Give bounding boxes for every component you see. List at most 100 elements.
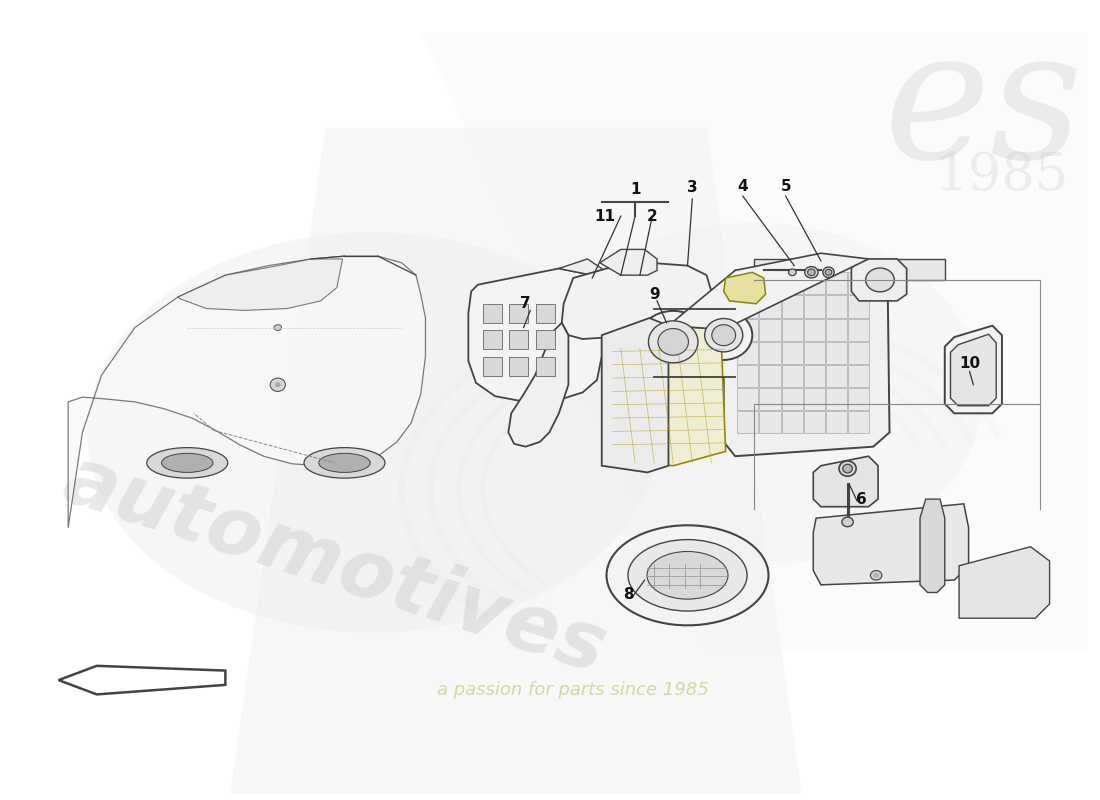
Text: 8: 8 [623, 587, 634, 602]
Polygon shape [58, 666, 226, 694]
Ellipse shape [825, 270, 832, 275]
Bar [509, 357, 528, 376]
Bar [781, 318, 803, 341]
Polygon shape [230, 127, 802, 794]
Bar [509, 304, 528, 323]
Bar [848, 388, 869, 410]
Bar [804, 365, 825, 387]
Ellipse shape [638, 311, 708, 373]
Bar [826, 388, 847, 410]
Text: 2: 2 [647, 209, 658, 223]
Bar [804, 388, 825, 410]
Ellipse shape [87, 232, 659, 633]
Ellipse shape [843, 464, 852, 473]
Text: 4: 4 [737, 179, 748, 194]
Ellipse shape [695, 310, 752, 360]
Ellipse shape [789, 269, 796, 276]
Bar [848, 342, 869, 364]
Bar [781, 388, 803, 410]
Bar [759, 318, 781, 341]
Text: 10: 10 [959, 356, 980, 371]
Bar [737, 318, 758, 341]
Bar [536, 357, 556, 376]
Polygon shape [612, 326, 726, 466]
Text: es: es [883, 20, 1082, 197]
Bar [848, 272, 869, 294]
Ellipse shape [275, 382, 280, 387]
Ellipse shape [526, 222, 983, 566]
Text: a passion for parts since 1985: a passion for parts since 1985 [437, 681, 710, 698]
Polygon shape [813, 456, 878, 506]
Ellipse shape [842, 517, 854, 526]
Ellipse shape [319, 454, 371, 473]
Ellipse shape [146, 448, 228, 478]
Bar [848, 295, 869, 318]
Text: 11: 11 [594, 209, 615, 223]
Bar [737, 365, 758, 387]
Polygon shape [920, 499, 945, 593]
Bar [737, 342, 758, 364]
Bar [804, 318, 825, 341]
Text: 3: 3 [688, 180, 697, 195]
Bar [759, 342, 781, 364]
Bar [804, 272, 825, 294]
Polygon shape [950, 334, 997, 406]
Polygon shape [813, 504, 969, 585]
Bar [759, 272, 781, 294]
Ellipse shape [829, 266, 840, 275]
Ellipse shape [271, 378, 285, 391]
Bar [826, 272, 847, 294]
Polygon shape [669, 254, 869, 330]
Polygon shape [559, 259, 602, 291]
Bar [759, 295, 781, 318]
Ellipse shape [873, 573, 879, 578]
Text: 7: 7 [520, 296, 531, 311]
Ellipse shape [805, 266, 818, 278]
Text: 1985: 1985 [935, 150, 1069, 201]
Ellipse shape [866, 268, 894, 292]
Ellipse shape [628, 539, 747, 611]
Polygon shape [68, 256, 426, 528]
Bar [826, 342, 847, 364]
Polygon shape [945, 326, 1002, 414]
Ellipse shape [647, 551, 728, 599]
Text: 1: 1 [630, 182, 640, 197]
Bar [781, 365, 803, 387]
Ellipse shape [823, 267, 834, 278]
Bar [536, 304, 556, 323]
Bar [737, 411, 758, 434]
Ellipse shape [712, 325, 736, 346]
Bar [781, 295, 803, 318]
Bar [737, 295, 758, 318]
Ellipse shape [648, 321, 698, 363]
Bar [804, 295, 825, 318]
Polygon shape [178, 259, 342, 310]
Text: 9: 9 [649, 286, 660, 302]
Ellipse shape [274, 325, 282, 330]
Polygon shape [562, 262, 712, 339]
Ellipse shape [870, 570, 882, 580]
Ellipse shape [162, 454, 213, 473]
Bar [737, 388, 758, 410]
Bar [781, 411, 803, 434]
Bar [536, 330, 556, 350]
Polygon shape [851, 259, 906, 301]
Bar [509, 330, 528, 350]
Bar [804, 411, 825, 434]
Text: 5: 5 [780, 179, 791, 194]
Bar [759, 388, 781, 410]
Text: 6: 6 [856, 491, 867, 506]
Bar [483, 330, 502, 350]
Ellipse shape [606, 526, 769, 626]
Bar [848, 365, 869, 387]
Bar [826, 295, 847, 318]
Polygon shape [724, 259, 890, 456]
Bar [826, 411, 847, 434]
Ellipse shape [705, 318, 742, 352]
Bar [759, 365, 781, 387]
Polygon shape [508, 323, 569, 446]
Ellipse shape [807, 269, 815, 276]
Polygon shape [959, 546, 1049, 618]
Bar [483, 357, 502, 376]
Polygon shape [724, 272, 766, 304]
